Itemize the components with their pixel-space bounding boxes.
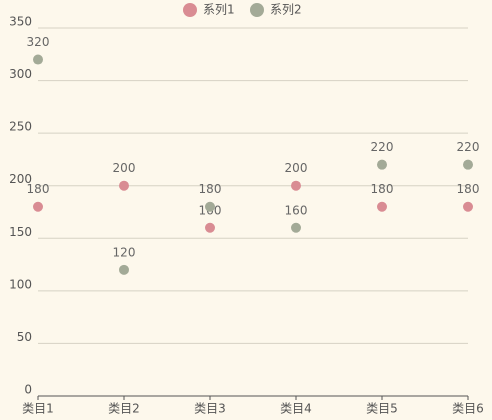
data-label: 180 — [457, 182, 480, 196]
y-tick-label: 350 — [9, 15, 32, 29]
data-label: 180 — [27, 182, 50, 196]
point — [463, 201, 473, 212]
point — [33, 54, 43, 65]
y-tick-label: 300 — [9, 67, 32, 81]
legend-label[interactable]: 系列1 — [203, 3, 235, 17]
y-tick-label: 50 — [17, 330, 32, 344]
data-label: 320 — [27, 35, 50, 49]
y-tick-label: 100 — [9, 277, 32, 291]
data-label: 200 — [113, 161, 136, 175]
data-label: 120 — [113, 245, 136, 259]
point — [463, 159, 473, 170]
point — [291, 222, 301, 233]
y-tick-label: 150 — [9, 225, 32, 239]
data-label: 180 — [371, 182, 394, 196]
x-tick-label: 类目3 — [194, 402, 226, 416]
point — [291, 180, 301, 191]
data-label: 220 — [371, 140, 394, 154]
data-label: 180 — [199, 182, 222, 196]
x-tick-label: 类目4 — [280, 402, 312, 416]
legend-marker[interactable] — [183, 3, 197, 17]
x-tick-label: 类目5 — [366, 402, 398, 416]
point — [33, 201, 43, 212]
x-tick-label: 类目6 — [452, 402, 484, 416]
x-tick-label: 类目1 — [22, 402, 54, 416]
point — [119, 180, 129, 191]
data-label: 200 — [285, 161, 308, 175]
y-tick-label: 250 — [9, 120, 32, 134]
point — [377, 159, 387, 170]
legend-label[interactable]: 系列2 — [270, 3, 302, 17]
y-tick-label: 200 — [9, 172, 32, 186]
point — [205, 201, 215, 212]
x-tick-label: 类目2 — [108, 402, 140, 416]
point — [119, 264, 129, 275]
y-tick-label: 0 — [24, 383, 32, 397]
data-label: 220 — [457, 140, 480, 154]
data-label: 160 — [285, 203, 308, 217]
legend-marker[interactable] — [250, 3, 264, 17]
point — [205, 222, 215, 233]
point — [377, 201, 387, 212]
